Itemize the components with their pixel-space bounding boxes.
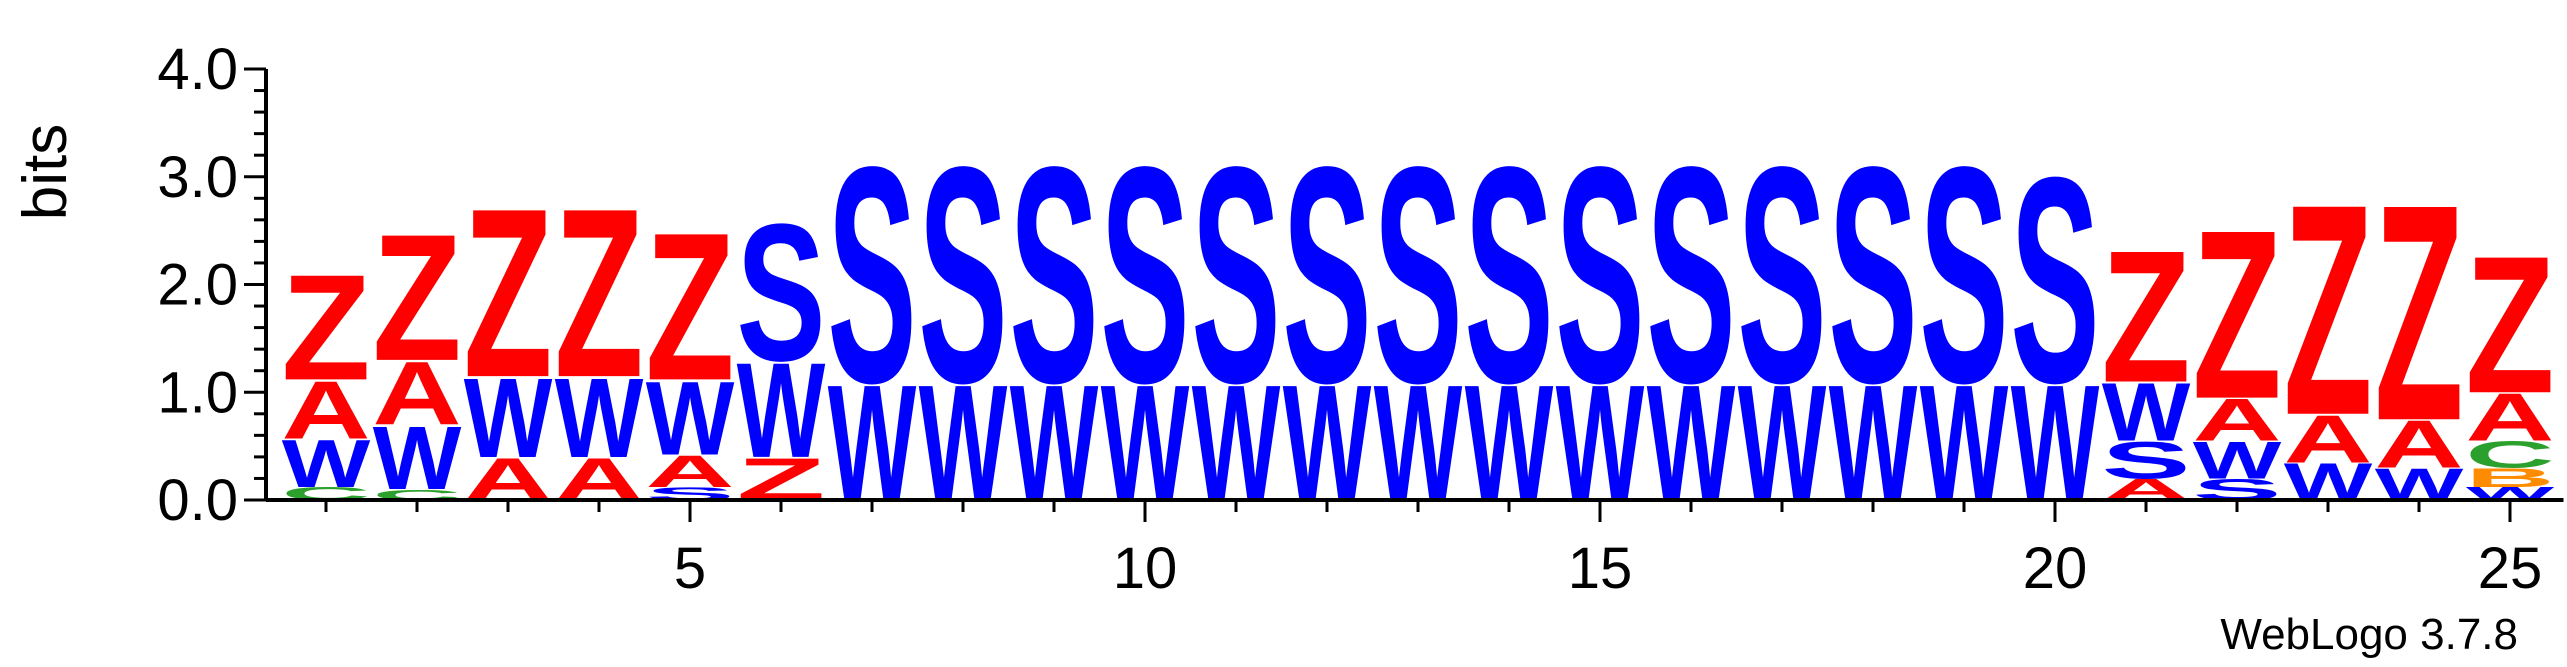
logo-glyph-s: S (827, 104, 916, 448)
logo-glyph-a: A (2283, 402, 2372, 477)
logo-glyph-a: A (2192, 386, 2281, 454)
logo-glyph-b: B (2465, 463, 2554, 493)
logo-glyph-w: W (2102, 366, 2191, 459)
logo-glyph-s: S (1009, 104, 1098, 448)
logo-glyph-z: Z (463, 160, 552, 428)
logo-glyph-w: W (555, 355, 644, 481)
logo-glyph-z: Z (2283, 143, 2372, 479)
logo-glyph-s: S (1282, 104, 1371, 448)
logo-glyph-z: Z (2101, 212, 2190, 422)
logo-glyph-s: S (918, 104, 1007, 448)
y-tick-label: 0.0 (157, 468, 238, 533)
logo-glyph-s: S (1191, 104, 1280, 448)
logo-glyph-w: W (737, 335, 826, 486)
axes: bits 0.0 1.0 2.0 3.0 4.0 5 10 15 20 25 (11, 37, 2564, 601)
logo-glyph-s: S (1828, 104, 1917, 448)
logo-glyph-a: A (281, 365, 370, 457)
logo-glyph-z: Z (372, 196, 461, 398)
logo-glyph-w: W (464, 355, 553, 481)
logo-glyph-s: S (1737, 104, 1826, 448)
weblogo-credit: WebLogo 3.7.8 (2220, 610, 2518, 659)
y-axis-label: bits (11, 124, 80, 220)
logo-glyph-a: A (645, 446, 734, 497)
logo-glyph-a: A (2374, 407, 2463, 482)
logo-glyph-z: Z (2374, 142, 2463, 486)
logo-glyph-s: S (1464, 104, 1553, 448)
logo-glyph-w: W (282, 427, 371, 502)
logo-glyph-z: Z (645, 190, 734, 425)
logo-glyph-z: Z (2465, 215, 2554, 434)
x-tick-label: 5 (674, 536, 706, 601)
x-tick-label: 20 (2023, 536, 2088, 601)
y-tick-label: 4.0 (157, 37, 238, 102)
y-tick-label: 2.0 (157, 253, 238, 318)
x-tick-label: 25 (2478, 536, 2543, 601)
y-tick-label: 3.0 (157, 145, 238, 210)
logo-glyph-a: A (2465, 380, 2554, 455)
logo-glyph-s: S (2010, 118, 2099, 445)
x-tick-label: 15 (1568, 536, 1633, 601)
logo-glyph-w: W (373, 408, 462, 509)
logo-glyph-z: Z (281, 244, 370, 411)
logo-glyph-s: S (1555, 104, 1644, 448)
logo-glyph-s: S (1919, 104, 2008, 448)
logo-glyph-z: Z (554, 160, 643, 428)
logo-glyph-s: S (2101, 431, 2190, 490)
logo-glyph-w: W (646, 361, 735, 478)
logo-glyph-a: A (372, 343, 461, 444)
logo-glyph-s: S (736, 182, 825, 402)
x-tick-label: 10 (1113, 536, 1178, 601)
logo-glyph-s: S (1373, 104, 1462, 448)
logo-glyph-w: W (2193, 431, 2282, 490)
logo-glyph-s: S (1100, 104, 1189, 448)
logo-glyph-s: S (1646, 104, 1735, 448)
logo-glyph-z: Z (2192, 181, 2281, 449)
y-tick-label: 1.0 (157, 360, 238, 425)
logo-glyph-c: C (2465, 434, 2554, 476)
